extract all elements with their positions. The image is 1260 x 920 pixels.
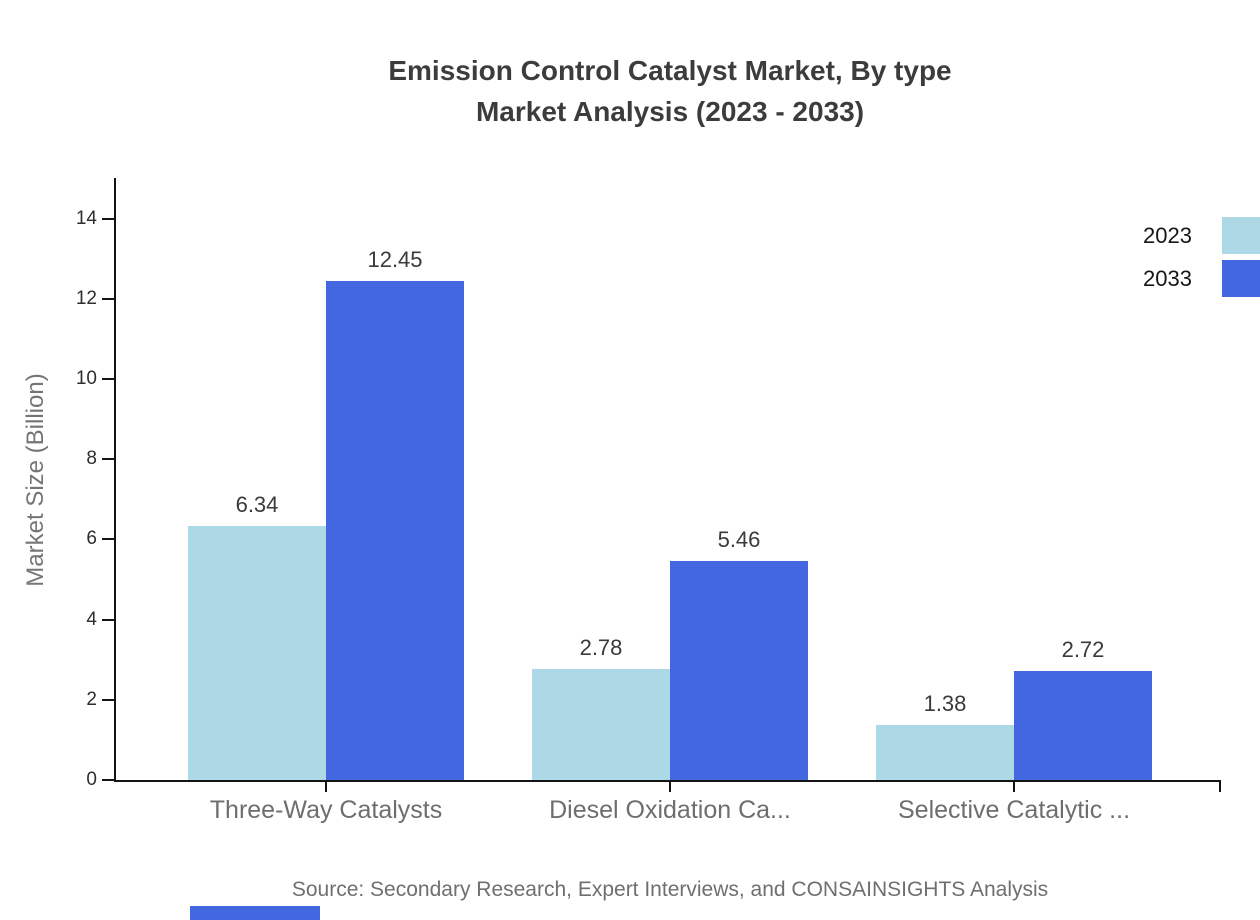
y-axis-line — [114, 178, 116, 782]
y-axis-tick-label: 8 — [86, 448, 97, 470]
y-axis-tick — [102, 458, 114, 461]
y-axis-tick — [102, 698, 114, 701]
y-axis-tick-label: 10 — [75, 368, 97, 389]
chart-title-line2: Market Analysis (2023 - 2033) — [475, 96, 865, 127]
bar-2033-category-3 — [1014, 671, 1152, 780]
y-axis-tick-label: 4 — [86, 608, 97, 630]
y-axis-tick — [102, 779, 114, 781]
x-axis-tick — [1013, 781, 1015, 792]
y-axis-tick-label: 6 — [86, 528, 97, 550]
bar-value-label: 2.78 — [579, 635, 623, 660]
bar-2033-category-2 — [670, 561, 808, 780]
x-category-label: Diesel Oxidation Ca... — [549, 796, 791, 824]
y-axis-tick — [102, 297, 114, 300]
x-axis-tick — [325, 781, 327, 792]
x-axis-tick — [1219, 781, 1221, 792]
bar-value-label: 6.34 — [235, 492, 279, 517]
bar-value-label: 12.45 — [367, 247, 423, 272]
legend-item-2023: 2023 — [1143, 217, 1260, 254]
bar-value-label: 1.38 — [923, 691, 967, 716]
chart-title: Emission Control Catalyst Market, By typ… — [80, 50, 1260, 132]
legend-swatch-icon — [1222, 260, 1260, 297]
y-axis-tick — [102, 378, 114, 380]
legend-label: 2033 — [1143, 265, 1192, 291]
y-axis-tick — [102, 618, 114, 621]
x-category-label: Selective Catalytic ... — [897, 796, 1131, 824]
x-axis-tick — [669, 781, 671, 792]
y-axis-title: Market Size (Billion) — [22, 373, 49, 587]
bar-2023-category-3 — [876, 725, 1014, 780]
legend-label: 2023 — [1143, 222, 1192, 248]
source-attribution: Source: Secondary Research, Expert Inter… — [291, 878, 1049, 901]
bar-value-label: 2.72 — [1061, 637, 1105, 662]
bar-2023-category-1 — [188, 526, 326, 780]
y-axis-tick — [102, 538, 114, 541]
logo-strip — [190, 906, 320, 920]
x-axis-line — [114, 780, 1221, 782]
bar-2033-category-1 — [326, 281, 464, 780]
y-axis-tick-label: 2 — [86, 688, 97, 710]
bar-2023-category-2 — [532, 669, 670, 780]
legend-swatch-icon — [1222, 217, 1260, 254]
y-axis-tick — [102, 217, 114, 220]
legend: 2023 2033 — [1143, 217, 1260, 303]
y-axis-tick-label: 12 — [75, 287, 97, 309]
chart-title-line1: Emission Control Catalyst Market, By typ… — [388, 55, 952, 86]
y-axis-tick-label: 0 — [86, 769, 97, 790]
legend-item-2033: 2033 — [1143, 260, 1260, 297]
x-category-label: Three-Way Catalysts — [209, 796, 443, 824]
bar-value-label: 5.46 — [717, 527, 761, 552]
y-axis-tick-label: 14 — [75, 207, 97, 229]
